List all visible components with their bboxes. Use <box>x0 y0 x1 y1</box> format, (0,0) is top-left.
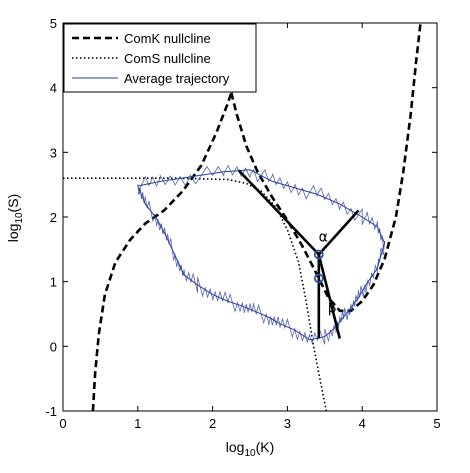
y-tick-label: 2 <box>50 210 57 225</box>
solid-segments-layer <box>237 169 360 339</box>
x-axis-label: log10(K) <box>226 439 274 459</box>
y-tick-label: 1 <box>50 275 57 290</box>
y-tick-label: 5 <box>50 16 57 31</box>
x-tick-label: 1 <box>134 416 141 431</box>
series-layer <box>63 22 422 412</box>
annotation-label: β <box>328 301 337 317</box>
legend: ComK nullcline ComS nullcline Average tr… <box>63 23 257 93</box>
solid-segment <box>237 169 320 256</box>
solid-segment <box>317 209 360 256</box>
markers-layer <box>313 249 324 284</box>
series-comk-nullcline <box>91 92 233 412</box>
y-tick-label: 4 <box>50 81 57 96</box>
solid-segment <box>317 254 342 339</box>
y-axis-label: log10(S) <box>5 194 25 242</box>
annotation-label: α <box>319 230 328 246</box>
y-tick-label: -1 <box>45 404 57 419</box>
y-tick-label: 0 <box>50 339 57 354</box>
fixed-point-marker <box>313 249 324 260</box>
x-tick-label: 4 <box>359 416 366 431</box>
x-tick-label: 0 <box>59 416 66 431</box>
x-tick-label: 5 <box>433 416 440 431</box>
fixed-point-marker <box>313 273 324 284</box>
x-tick-label: 2 <box>209 416 216 431</box>
x-tick-label: 3 <box>284 416 291 431</box>
legend-label-trajectory: Average trajectory <box>124 71 230 86</box>
legend-label-coms: ComS nullcline <box>124 51 211 66</box>
legend-label-comk: ComK nullcline <box>124 31 211 46</box>
trajectory-noise <box>137 164 385 345</box>
annotations-layer: αβ <box>319 230 337 317</box>
y-tick-label: 3 <box>50 145 57 160</box>
series-comk-nullcline <box>230 22 422 313</box>
series-average-trajectory <box>137 169 386 341</box>
